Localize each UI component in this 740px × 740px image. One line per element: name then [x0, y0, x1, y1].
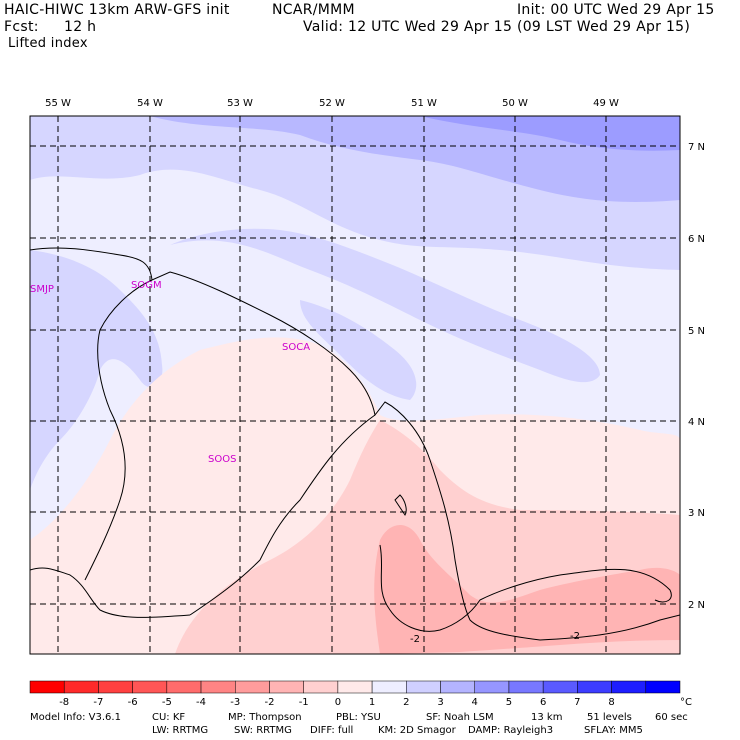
coastlines: [30, 247, 680, 641]
footer-damp: DAMP: Rayleigh3: [468, 725, 554, 736]
lon-label: 55 W: [45, 98, 71, 109]
station-label: SOCA: [282, 342, 310, 353]
footer-sf: SF: Noah LSM: [426, 712, 494, 723]
colorbar: [29, 680, 681, 694]
colorbar-swatch: [29, 680, 65, 694]
colorbar-tick-label: 7: [574, 697, 580, 708]
colorbar-tick-label: 4: [472, 697, 478, 708]
footer-timestep: 60 sec: [655, 712, 688, 723]
colorbar-swatch: [98, 680, 133, 694]
colorbar-tick-label: -2: [264, 697, 274, 708]
colorbar-tick-label: -4: [196, 697, 206, 708]
lat-label: 3 N: [688, 508, 705, 519]
forecast-label: Fcst:: [4, 19, 39, 35]
model-title: HAIC-HIWC 13km ARW-GFS init: [4, 2, 230, 18]
forecast-hour: 12 h: [64, 19, 97, 35]
lon-label: 54 W: [137, 98, 163, 109]
colorbar-swatch: [611, 680, 647, 694]
colorbar-tick-label: 0: [335, 697, 341, 708]
colorbar-tick-label: -6: [128, 697, 138, 708]
colorbar-swatch: [337, 680, 373, 694]
valid-time: Valid: 12 UTC Wed 29 Apr 15 (09 LST Wed …: [303, 19, 691, 35]
footer-cu: CU: KF: [152, 712, 186, 723]
station-label: SMJP: [30, 284, 54, 295]
colorbar-swatch: [166, 680, 202, 694]
contour-label: -2: [570, 631, 580, 642]
colorbar-ticks: -8 -7 -6 -5 -4 -3 -2 -1 0 1 2 3 4 5 6 7 8: [59, 697, 615, 708]
colorbar-tick-label: 2: [403, 697, 409, 708]
footer-lw: LW: RRTMG: [152, 725, 209, 736]
latitude-labels: 7 N 6 N 5 N 4 N 3 N 2 N: [688, 142, 705, 611]
colorbar-swatch: [63, 680, 99, 694]
footer-sflay: SFLAY: MM5: [584, 725, 643, 736]
footer-resolution: 13 km: [531, 712, 563, 723]
colorbar-swatch: [371, 680, 407, 694]
colorbar-unit: °C: [680, 697, 692, 708]
lat-label: 6 N: [688, 234, 705, 245]
lat-label: 5 N: [688, 326, 705, 337]
colorbar-swatch: [440, 680, 475, 694]
lat-label: 2 N: [688, 600, 705, 611]
colorbar-tick-label: -7: [93, 697, 103, 708]
lon-label: 49 W: [593, 98, 619, 109]
colorbar-tick-label: -5: [162, 697, 172, 708]
colorbar-swatch: [406, 680, 441, 694]
init-time: Init: 00 UTC Wed 29 Apr 15: [517, 2, 715, 18]
colorbar-swatch: [200, 680, 236, 694]
station-label: SOOS: [208, 454, 236, 465]
colorbar-swatch: [303, 680, 339, 694]
map-frame: [29, 115, 681, 655]
colorbar-swatch: [577, 680, 612, 694]
station-labels: SMJP SOGM SOCA SOOS: [30, 280, 310, 465]
field-shading: [30, 116, 680, 654]
lat-lon-grid: [30, 116, 680, 654]
colorbar-tick-label: 6: [540, 697, 546, 708]
center-label: NCAR/MMM: [272, 2, 355, 18]
colorbar-swatch: [474, 680, 510, 694]
lon-label: 50 W: [502, 98, 528, 109]
colorbar-swatch: [235, 680, 270, 694]
footer-pbl: PBL: YSU: [336, 712, 381, 723]
colorbar-tick-label: -8: [59, 697, 69, 708]
lon-label: 51 W: [411, 98, 437, 109]
colorbar-tick-label: 1: [369, 697, 375, 708]
colorbar-swatch: [508, 680, 544, 694]
contour-labels: -2 -2: [410, 631, 580, 645]
contour-label: -2: [410, 634, 420, 645]
footer-mp: MP: Thompson: [228, 712, 302, 723]
footer-km: KM: 2D Smagor: [378, 725, 456, 736]
footer-model-info: Model Info: V3.6.1: [30, 712, 121, 723]
colorbar-swatch: [645, 680, 681, 694]
colorbar-tick-label: 8: [608, 697, 614, 708]
colorbar-swatch: [542, 680, 578, 694]
colorbar-swatch: [132, 680, 168, 694]
footer-sw: SW: RRTMG: [234, 725, 292, 736]
longitude-labels: 55 W 54 W 53 W 52 W 51 W 50 W 49 W: [45, 98, 619, 109]
colorbar-tick-label: -1: [299, 697, 309, 708]
lat-label: 4 N: [688, 417, 705, 428]
colorbar-tick-label: 3: [437, 697, 443, 708]
colorbar-tick-label: -3: [230, 697, 240, 708]
footer-levels: 51 levels: [587, 712, 632, 723]
lon-label: 53 W: [227, 98, 253, 109]
lat-label: 7 N: [688, 142, 705, 153]
colorbar-swatch: [269, 680, 304, 694]
field-name: Lifted index: [8, 36, 88, 51]
footer-diff: DIFF: full: [310, 725, 354, 736]
station-label: SOGM: [131, 280, 162, 291]
lon-label: 52 W: [319, 98, 345, 109]
colorbar-tick-label: 5: [506, 697, 512, 708]
